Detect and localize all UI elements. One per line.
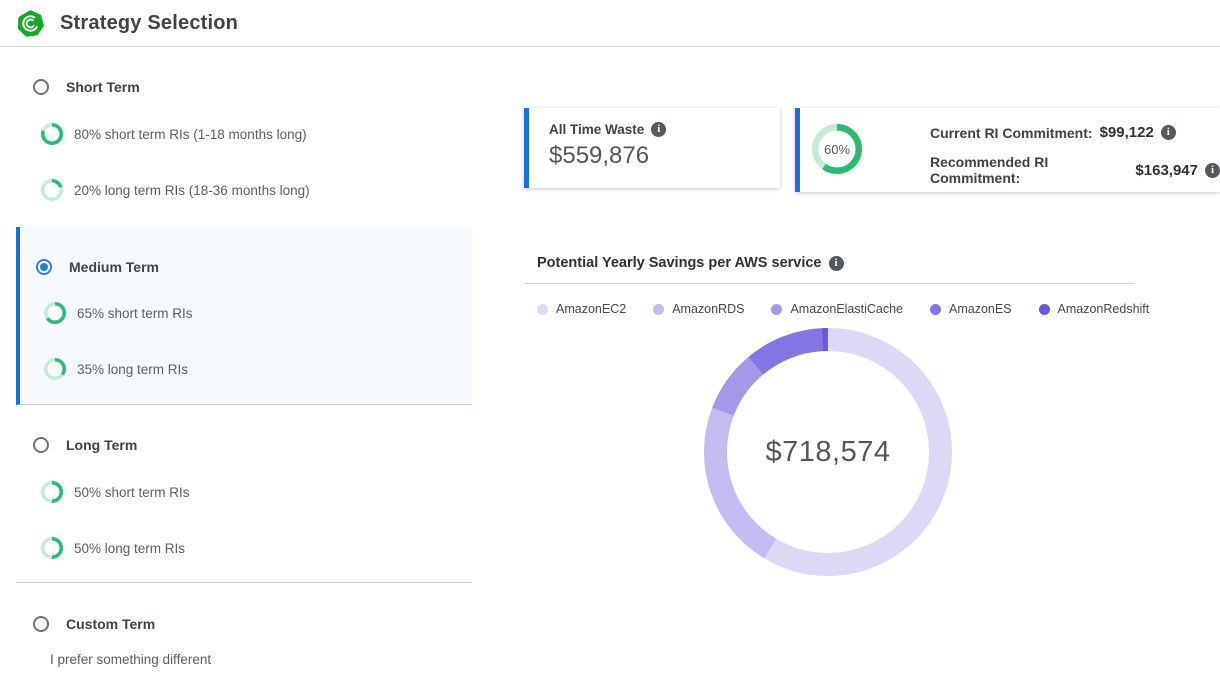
legend-item-AmazonRDS[interactable]: AmazonRDS <box>653 302 744 316</box>
chart-title: Potential Yearly Savings per AWS service <box>537 255 822 271</box>
option-label: 50% long term RIs <box>74 540 186 556</box>
allocation-ring-icon <box>41 123 63 145</box>
strategy-long-term[interactable]: Long Term <box>33 437 137 453</box>
radio-long-term[interactable] <box>33 437 49 453</box>
legend-dot-icon <box>537 303 548 315</box>
recommended-ri-commitment-value: $163,947 <box>1135 161 1198 179</box>
radio-short-term[interactable] <box>33 79 49 95</box>
strategy-option: 20% long term RIs (18-36 months long) <box>41 179 310 201</box>
option-label: 80% short term RIs (1-18 months long) <box>74 126 307 142</box>
waste-card-title: All Time Waste <box>549 122 645 137</box>
allocation-ring-icon <box>44 358 66 380</box>
commitment-percent-label: 60% <box>823 141 851 157</box>
strategy-medium-term-selected-panel[interactable]: Medium Term 65% short term RIs 35% long … <box>16 227 472 405</box>
legend-label: AmazonRDS <box>672 302 745 316</box>
commitment-percent-ring: 60% <box>812 124 862 174</box>
chart-divider <box>524 283 1134 284</box>
donut-segment-AmazonRedshift[interactable] <box>704 328 952 576</box>
legend-item-AmazonElastiCache[interactable]: AmazonElastiCache <box>771 302 903 316</box>
waste-card-value: $559,876 <box>549 142 650 169</box>
allocation-ring-icon <box>41 481 63 503</box>
all-time-waste-card: All Time Waste $559,876 <box>524 108 780 188</box>
strategy-medium-term[interactable]: Medium Term <box>36 259 159 275</box>
info-icon[interactable] <box>1160 125 1176 140</box>
page-title: Strategy Selection <box>60 12 239 34</box>
strategy-option: 50% short term RIs <box>41 481 190 503</box>
radio-medium-term-selected[interactable] <box>36 259 52 275</box>
donut-segment-AmazonElastiCache[interactable] <box>698 322 958 582</box>
strategy-custom-term[interactable]: Custom Term <box>33 616 155 632</box>
page-header: Strategy Selection <box>0 0 1220 47</box>
info-icon[interactable] <box>651 122 667 137</box>
allocation-ring-icon <box>41 179 63 201</box>
strategy-label: Short Term <box>66 79 140 95</box>
allocation-ring-icon <box>44 302 66 324</box>
legend-item-AmazonRedshift[interactable]: AmazonRedshift <box>1038 302 1150 316</box>
strategy-label: Long Term <box>66 437 138 453</box>
chart-legend: AmazonEC2 AmazonRDS AmazonElastiCache Amazo… <box>537 300 1149 318</box>
strategy-option: 35% long term RIs <box>44 358 188 380</box>
legend-item-AmazonEC2[interactable]: AmazonEC2 <box>537 302 626 316</box>
option-label: 50% short term RIs <box>74 484 190 500</box>
custom-term-description: I prefer something different <box>50 652 212 667</box>
strategy-label: Medium Term <box>69 259 159 275</box>
donut-segment-AmazonEC2[interactable] <box>704 328 952 576</box>
legend-dot-icon <box>653 303 665 315</box>
legend-item-AmazonES[interactable]: AmazonES <box>930 302 1012 316</box>
legend-label: AmazonRedshift <box>1057 302 1150 316</box>
strategy-option: 50% long term RIs <box>41 537 185 559</box>
legend-label: AmazonES <box>949 302 1012 316</box>
current-ri-commitment-value: $99,122 <box>1099 124 1154 141</box>
radio-custom-term[interactable] <box>33 616 49 632</box>
strategy-short-term[interactable]: Short Term <box>33 79 140 95</box>
info-icon[interactable] <box>1205 162 1220 178</box>
donut-center-value: $718,574 <box>765 435 891 468</box>
legend-label: AmazonElastiCache <box>790 302 903 316</box>
current-ri-commitment-label: Current RI Commitment: <box>930 124 1093 141</box>
option-label: 65% short term RIs <box>77 305 193 321</box>
ri-commitment-card: 60% Current RI Commitment: $99,122 Recom… <box>795 108 1220 192</box>
legend-label: AmazonEC2 <box>556 302 627 316</box>
legend-dot-icon <box>930 303 941 315</box>
donut-segment-AmazonES[interactable] <box>698 322 958 582</box>
donut-segment-AmazonRDS[interactable] <box>698 322 958 582</box>
legend-dot-icon <box>771 303 783 315</box>
strategy-option: 80% short term RIs (1-18 months long) <box>41 123 307 145</box>
cloudability-logo-icon <box>17 10 44 37</box>
option-label: 35% long term RIs <box>77 361 189 377</box>
info-icon[interactable] <box>828 255 844 271</box>
section-divider <box>16 582 472 583</box>
strategy-label: Custom Term <box>66 616 156 632</box>
savings-donut-chart[interactable]: $718,574 <box>698 322 958 582</box>
legend-dot-icon <box>1038 303 1050 315</box>
strategy-option: 65% short term RIs <box>44 302 193 324</box>
allocation-ring-icon <box>41 537 63 559</box>
recommended-ri-commitment-label: Recommended RI Commitment: <box>930 154 1049 186</box>
option-label: 20% long term RIs (18-36 months long) <box>74 182 310 198</box>
